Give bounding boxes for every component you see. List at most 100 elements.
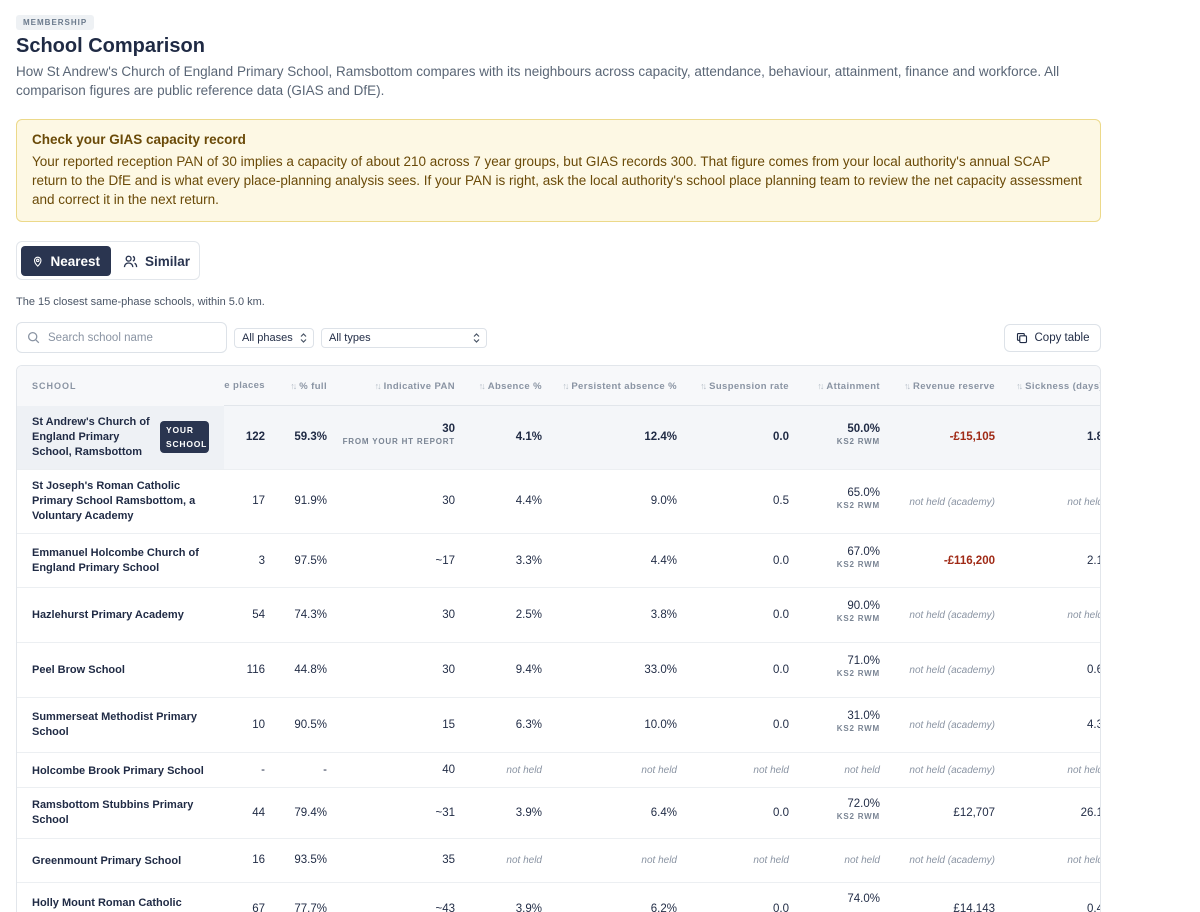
suspension-cell: not held xyxy=(753,855,789,866)
full-cell: - xyxy=(323,764,327,776)
sort-icon: ↑↓ xyxy=(817,381,824,391)
search-icon xyxy=(27,331,40,344)
suspension-cell: not held xyxy=(753,765,789,776)
reserve-cell: -£116,200 xyxy=(943,555,995,567)
absence-cell: 4.4% xyxy=(515,495,542,507)
reserve-cell: £14,143 xyxy=(953,903,995,912)
search-box xyxy=(16,322,227,353)
table-row[interactable]: 10 90.5% 15 6.3% 10.0% 0.0 31.0% KS2 RWM … xyxy=(17,698,1100,753)
copy-table-label: Copy table xyxy=(1034,332,1090,344)
pan-cell: ~17 xyxy=(435,555,455,567)
attainment-cell: not held xyxy=(844,855,880,866)
school-cell: Ramsbottom Stubbins Primary School xyxy=(17,788,224,838)
attainment-cell: not held xyxy=(844,765,880,776)
sort-icon: ↑↓ xyxy=(562,381,569,391)
nearest-button[interactable]: Nearest xyxy=(21,246,111,276)
users-icon xyxy=(123,255,138,267)
sort-icon: ↑↓ xyxy=(374,381,382,391)
school-cell: St Andrew's Church of England Primary Sc… xyxy=(17,406,224,469)
sort-icon: ↑↓ xyxy=(1016,381,1023,391)
table-row[interactable]: 17 91.9% 30 4.4% 9.0% 0.5 65.0% KS2 RWM n… xyxy=(17,470,1100,534)
col-persistent-absence[interactable]: ↑↓ Persistent absence % xyxy=(562,366,677,406)
col-attainment[interactable]: ↑↓ Attainment xyxy=(817,366,880,406)
suspension-cell: 0.5 xyxy=(773,495,789,507)
col-spare-places[interactable]: e places xyxy=(224,380,265,391)
absence-cell: 9.4% xyxy=(515,664,542,676)
school-header-cell: SCHOOL xyxy=(17,366,224,406)
reserve-cell: not held (academy) xyxy=(909,610,995,621)
sickness-cell: not held xyxy=(1067,765,1101,776)
type-select[interactable]: All types xyxy=(321,328,487,348)
reserve-cell: not held (academy) xyxy=(909,765,995,776)
full-cell: 97.5% xyxy=(294,555,327,567)
persistent-cell: 3.8% xyxy=(650,609,677,621)
spare-cell: 16 xyxy=(252,854,265,866)
school-name[interactable]: St Joseph's Roman Catholic Primary Schoo… xyxy=(32,480,196,522)
school-name[interactable]: Holly Mount Roman Catholic xyxy=(32,897,182,909)
phase-select[interactable]: All phases xyxy=(234,328,314,348)
persistent-cell: 12.4% xyxy=(644,431,677,443)
copy-table-button[interactable]: Copy table xyxy=(1004,324,1101,352)
persistent-cell: 10.0% xyxy=(644,719,677,731)
sickness-cell: not held xyxy=(1067,610,1101,621)
school-name[interactable]: Emmanuel Holcombe Church of England Prim… xyxy=(32,547,199,574)
copy-icon xyxy=(1016,332,1027,344)
col-absence[interactable]: ↑↓ Absence % xyxy=(479,366,542,406)
reserve-cell: not held (academy) xyxy=(909,855,995,866)
col-suspension-rate[interactable]: ↑↓ Suspension rate xyxy=(700,366,789,406)
school-name[interactable]: Greenmount Primary School xyxy=(32,855,182,867)
table-row[interactable]: 67 77.7% ~43 3.9% 6.2% 0.0 74.0% £14,143… xyxy=(17,883,1100,912)
spare-cell: 54 xyxy=(252,609,265,621)
school-cell: St Joseph's Roman Catholic Primary Schoo… xyxy=(17,470,224,533)
col-sickness[interactable]: ↑↓ Sickness (days) xyxy=(1016,366,1100,406)
attainment-cell: 90.0% KS2 RWM xyxy=(836,600,880,623)
school-cell: Summerseat Methodist Primary School xyxy=(17,698,224,752)
sickness-cell: not held xyxy=(1067,855,1101,866)
table-row[interactable]: 44 79.4% ~31 3.9% 6.4% 0.0 72.0% KS2 RWM … xyxy=(17,788,1101,839)
attainment-cell: 65.0% KS2 RWM xyxy=(836,487,880,510)
attainment-cell: 50.0% KS2 RWM xyxy=(836,423,880,446)
table-row[interactable]: 54 74.3% 30 2.5% 3.8% 0.0 90.0% KS2 RWM n… xyxy=(17,588,1101,643)
similar-button[interactable]: Similar xyxy=(115,246,201,276)
pan-cell: 30 xyxy=(442,609,455,621)
pan-cell: 30 xyxy=(442,664,455,676)
table-row[interactable]: 3 97.5% ~17 3.3% 4.4% 0.0 67.0% KS2 RWM -… xyxy=(17,534,1100,588)
school-name[interactable]: Hazlehurst Primary Academy xyxy=(32,609,184,621)
school-cell: Holcombe Brook Primary School xyxy=(17,753,224,787)
pan-cell: 35 xyxy=(442,854,455,866)
col-indicative-pan[interactable]: ↑↓ Indicative PAN xyxy=(375,366,455,406)
nearest-label: Nearest xyxy=(50,253,100,269)
school-name[interactable]: Holcombe Brook Primary School xyxy=(32,765,204,777)
table-row[interactable]: - - 40 not held not held not held not he… xyxy=(17,753,1101,788)
school-name[interactable]: St Andrew's Church of England Primary Sc… xyxy=(32,416,150,458)
school-cell: Peel Brow School xyxy=(17,643,224,697)
search-input[interactable] xyxy=(48,331,208,344)
persistent-cell: not held xyxy=(641,855,677,866)
absence-cell: not held xyxy=(506,765,542,776)
suspension-cell: 0.0 xyxy=(773,719,789,731)
school-name[interactable]: Peel Brow School xyxy=(32,664,125,676)
alert-title: Check your GIAS capacity record xyxy=(32,132,246,147)
table-row[interactable]: 116 44.8% 30 9.4% 33.0% 0.0 71.0% KS2 RWM… xyxy=(17,643,1100,698)
table-row[interactable]: 16 93.5% 35 not held not held not held n… xyxy=(17,839,1101,883)
absence-cell: 4.1% xyxy=(515,431,542,443)
attainment-cell: 31.0% KS2 RWM xyxy=(836,710,880,733)
your-school-badge: YOUR SCHOOL xyxy=(160,421,209,453)
col-school[interactable]: SCHOOL xyxy=(32,381,77,391)
full-cell: 74.3% xyxy=(294,609,327,621)
school-name[interactable]: Summerseat Methodist Primary School xyxy=(32,711,198,738)
attainment-cell: 72.0% KS2 RWM xyxy=(836,798,880,821)
suspension-cell: 0.0 xyxy=(773,555,789,567)
school-name[interactable]: Ramsbottom Stubbins Primary School xyxy=(32,799,194,826)
table-row[interactable]: 122 59.3% 30 FROM YOUR HT REPORT 4.1% 12.… xyxy=(17,406,1100,470)
sickness-cell: 26.1 xyxy=(1080,807,1101,819)
spare-cell: 10 xyxy=(252,719,265,731)
sort-icon: ↑↓ xyxy=(903,381,911,391)
spare-cell: 122 xyxy=(245,431,265,443)
col-revenue-reserve[interactable]: ↑↓ Revenue reserve xyxy=(904,366,995,406)
capacity-alert: Check your GIAS capacity record Your rep… xyxy=(16,119,1101,222)
full-cell: 79.4% xyxy=(294,807,327,819)
suspension-cell: 0.0 xyxy=(773,664,789,676)
reserve-cell: £12,707 xyxy=(953,807,995,819)
col-percent-full[interactable]: ↑↓% full xyxy=(290,366,327,406)
